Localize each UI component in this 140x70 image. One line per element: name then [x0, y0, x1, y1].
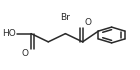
- Text: HO: HO: [2, 29, 16, 38]
- Text: Br: Br: [60, 13, 70, 22]
- Text: O: O: [85, 18, 92, 27]
- Text: O: O: [22, 49, 29, 58]
